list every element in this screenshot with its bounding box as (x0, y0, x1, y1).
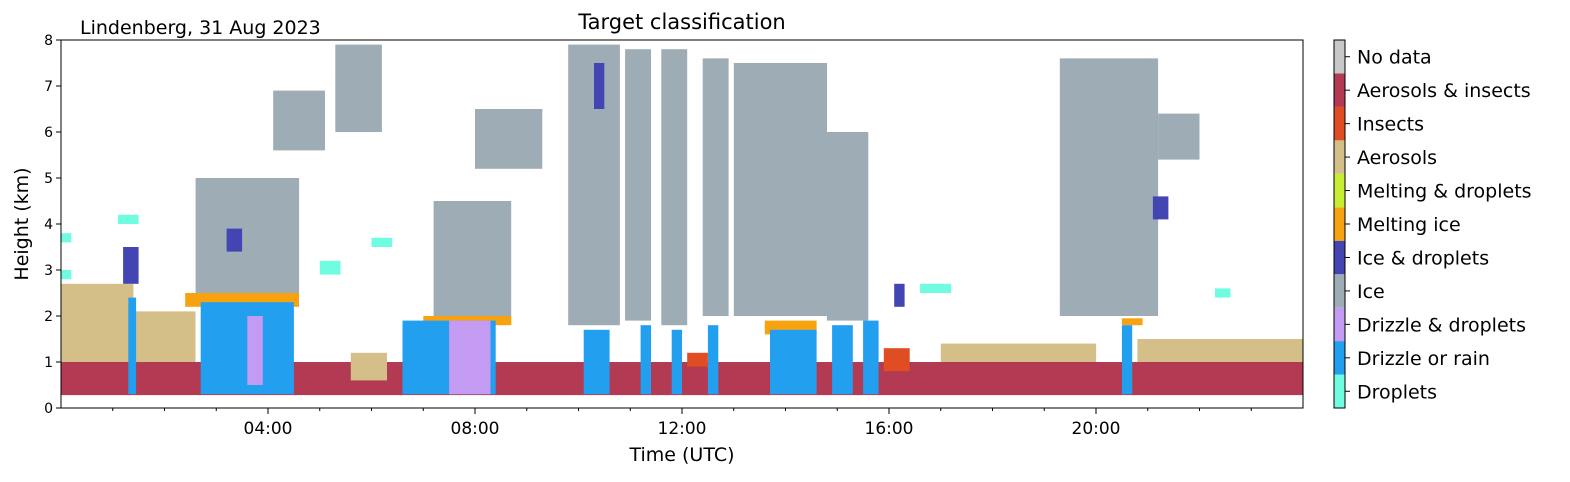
colorbar-swatch-no-data (1334, 40, 1345, 74)
plot-data-layer (61, 44, 1303, 396)
colorbar-swatch-aerosols (1334, 140, 1345, 174)
colorbar-label: Aerosols (1357, 147, 1437, 169)
site-date-label: Lindenberg, 31 Aug 2023 (80, 17, 321, 39)
x-tick-label: 04:00 (244, 419, 293, 439)
colorbar-label: Insects (1357, 114, 1424, 136)
region-ice-droplets-29 (894, 283, 905, 307)
region-droplets-10 (371, 237, 393, 247)
region-ice-droplets-27 (226, 228, 243, 252)
region-ice-20 (661, 49, 688, 326)
colorbar-swatch-melting-ice (1334, 207, 1345, 241)
x-tick-label: 20:00 (1072, 419, 1121, 439)
colorbar-swatch-ice-droplets (1334, 240, 1345, 275)
region-droplets-11 (920, 283, 952, 293)
region-ice-droplets-28 (594, 63, 605, 109)
y-tick-label: 3 (44, 263, 53, 279)
y-axis-label: Height (km) (11, 167, 33, 280)
region-ice-13 (335, 44, 382, 132)
colorbar-label: Drizzle & droplets (1357, 314, 1526, 336)
chart-title: Target classification (577, 10, 785, 34)
y-tick-label: 7 (44, 79, 53, 95)
region-ice-16 (433, 201, 512, 316)
region-ice-24 (1059, 58, 1159, 317)
y-tick-label: 1 (44, 355, 53, 371)
colorbar-label: Melting ice (1357, 214, 1461, 236)
x-tick-label: 08:00 (451, 419, 500, 439)
region-drizzle-or-rain-38 (583, 329, 610, 395)
y-tick-label: 0 (44, 401, 53, 417)
region-droplets-8 (117, 214, 139, 224)
colorbar-label: Ice (1357, 281, 1385, 303)
region-droplets-9 (319, 260, 341, 275)
region-ice-droplets-26 (123, 247, 139, 284)
y-tick-label: 2 (44, 309, 53, 325)
region-ice-22 (733, 63, 827, 316)
region-droplets-6 (61, 270, 72, 280)
region-drizzle-or-rain-41 (707, 325, 719, 395)
colorbar-swatch-ice (1334, 274, 1345, 308)
region-aerosols-2 (133, 311, 196, 362)
region-ice-15 (195, 178, 300, 298)
y-tick-label: 6 (44, 125, 53, 141)
colorbar-swatch-droplets (1334, 374, 1345, 408)
region-drizzle-or-rain-44 (863, 320, 879, 395)
region-aerosols-4 (940, 343, 1097, 362)
colorbar-swatch-aerosols-insects (1334, 73, 1345, 107)
region-drizzle-droplets-46 (247, 316, 263, 385)
colorbar: Droplets Drizzle or rain Drizzle & droplet… (1333, 39, 1532, 409)
region-insects-49 (687, 352, 708, 367)
y-tick-label: 5 (44, 171, 53, 187)
x-tick-label: 12:00 (658, 419, 707, 439)
region-ice-25 (1158, 113, 1200, 160)
region-ice-droplets-30 (1152, 196, 1169, 220)
region-drizzle-or-rain-36 (200, 302, 294, 395)
region-ice-17 (475, 109, 543, 169)
region-drizzle-or-rain-45 (1121, 325, 1133, 395)
colorbar-swatch-drizzle-or-rain (1334, 341, 1345, 375)
region-drizzle-or-rain-40 (671, 329, 682, 395)
colorbar-swatch-drizzle-droplets (1334, 307, 1345, 342)
region-melting-ice-34 (1121, 318, 1143, 326)
region-ice-21 (702, 58, 729, 317)
x-axis-label: Time (UTC) (628, 444, 734, 466)
colorbar-swatch-melting-droplets (1334, 173, 1345, 208)
x-tick-label: 16:00 (865, 419, 914, 439)
region-drizzle-or-rain-43 (832, 325, 853, 395)
region-drizzle-droplets-47 (449, 320, 491, 395)
colorbar-label: Drizzle or rain (1357, 348, 1490, 370)
colorbar-label: Ice & droplets (1357, 247, 1489, 269)
colorbar-label: Melting & droplets (1357, 181, 1532, 203)
region-droplets-7 (61, 233, 72, 243)
region-drizzle-or-rain-35 (128, 297, 137, 395)
colorbar-label: Aerosols & insects (1357, 80, 1531, 102)
colorbar-swatch-insects (1334, 106, 1345, 141)
y-tick-label: 8 (44, 33, 53, 49)
y-tick-label: 4 (44, 217, 53, 233)
region-insects-48 (883, 348, 910, 372)
region-aerosols-3 (350, 352, 387, 381)
colorbar-label: No data (1357, 47, 1432, 69)
region-drizzle-or-rain-42 (770, 329, 817, 395)
region-drizzle-or-rain-39 (640, 325, 651, 395)
colorbar-label: Droplets (1357, 381, 1437, 403)
region-ice-19 (625, 49, 651, 321)
region-ice-23 (826, 132, 869, 321)
region-ice-14 (273, 90, 325, 151)
region-aerosols-5 (1137, 339, 1303, 362)
colorbar-frame (1333, 39, 1346, 409)
region-droplets-12 (1215, 288, 1231, 298)
region-aerosols-1 (61, 283, 134, 362)
axes-layer: 0 1 2 3 4 5 6 7 8 04:00 08:00 12:00 16:00 20:00 (44, 33, 1304, 439)
